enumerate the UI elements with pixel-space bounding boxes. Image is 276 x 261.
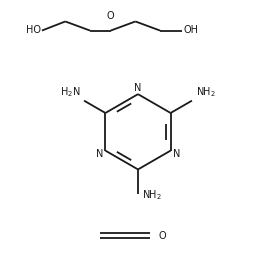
Text: O: O bbox=[159, 231, 166, 241]
Text: N: N bbox=[172, 149, 180, 159]
Text: NH$_2$: NH$_2$ bbox=[142, 188, 162, 202]
Text: O: O bbox=[107, 11, 115, 21]
Text: NH$_2$: NH$_2$ bbox=[196, 85, 216, 99]
Text: N: N bbox=[134, 83, 142, 93]
Text: H$_2$N: H$_2$N bbox=[60, 85, 80, 99]
Text: OH: OH bbox=[184, 25, 198, 35]
Text: N: N bbox=[96, 149, 104, 159]
Text: HO: HO bbox=[26, 25, 41, 35]
